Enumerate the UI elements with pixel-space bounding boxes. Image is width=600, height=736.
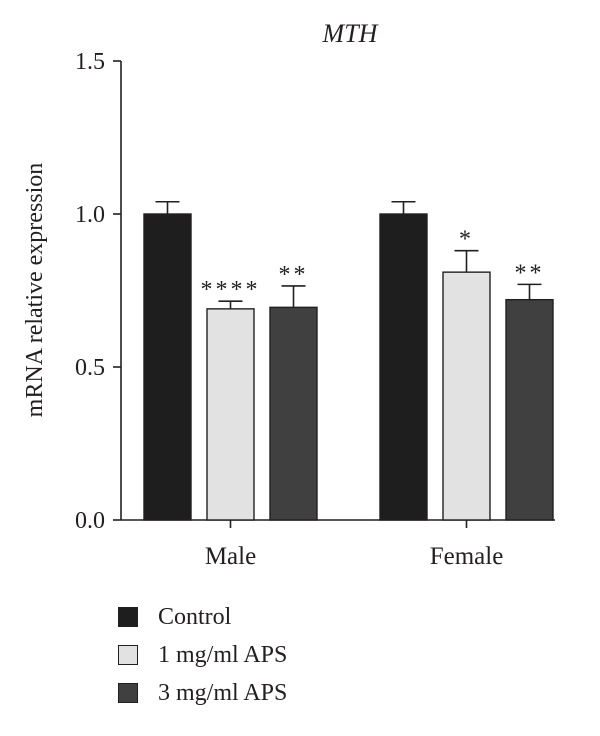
legend-label-3mg-aps: 3 mg/ml APS xyxy=(158,679,288,706)
legend-swatch-1mg-aps xyxy=(118,645,138,665)
significance-label: **** xyxy=(201,277,261,303)
legend: Control 1 mg/ml APS 3 mg/ml APS xyxy=(118,598,287,712)
significance-label: ** xyxy=(515,260,545,286)
y-tick-label: 0.0 xyxy=(75,508,105,534)
legend-item-1mg-aps: 1 mg/ml APS xyxy=(118,636,287,674)
y-tick-label: 1.5 xyxy=(75,49,105,75)
chart-title: MTH xyxy=(322,19,379,48)
bar-2-female xyxy=(505,298,554,521)
x-category-label: Male xyxy=(205,543,256,570)
y-axis-label: mRNA relative expression xyxy=(22,163,48,418)
legend-item-3mg-aps: 3 mg/ml APS xyxy=(118,674,287,712)
legend-swatch-3mg-aps xyxy=(118,683,138,703)
bar-1-female xyxy=(442,271,491,521)
y-tick-label: 0.5 xyxy=(75,355,105,381)
legend-label-control: Control xyxy=(158,603,232,630)
legend-item-control: Control xyxy=(118,598,287,636)
bar-0-male xyxy=(143,213,192,521)
y-tick-label: 1.0 xyxy=(75,202,105,228)
bar-0-female xyxy=(379,213,428,521)
legend-label-1mg-aps: 1 mg/ml APS xyxy=(158,641,288,668)
significance-label: * xyxy=(459,227,474,253)
significance-label: ** xyxy=(279,262,309,288)
bar-1-male xyxy=(206,308,255,521)
bar-2-male xyxy=(269,306,318,521)
x-category-label: Female xyxy=(430,543,504,570)
legend-swatch-control xyxy=(118,607,138,627)
